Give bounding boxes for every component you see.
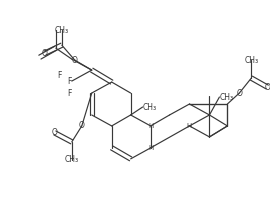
Text: O: O: [79, 122, 85, 131]
Text: F: F: [58, 71, 62, 80]
Text: CH₃: CH₃: [65, 155, 79, 164]
Text: F: F: [68, 77, 72, 86]
Text: F: F: [68, 89, 72, 98]
Text: H: H: [187, 123, 192, 129]
Text: CH₃: CH₃: [55, 26, 69, 35]
Text: CH₃: CH₃: [143, 103, 157, 111]
Text: O: O: [52, 128, 58, 137]
Text: O: O: [237, 89, 242, 98]
Text: H: H: [148, 145, 153, 151]
Text: H: H: [148, 123, 153, 129]
Text: CH₃: CH₃: [244, 56, 258, 65]
Text: O: O: [264, 83, 270, 92]
Text: CH₃: CH₃: [220, 92, 234, 101]
Text: O: O: [42, 49, 48, 58]
Text: O: O: [72, 56, 78, 65]
